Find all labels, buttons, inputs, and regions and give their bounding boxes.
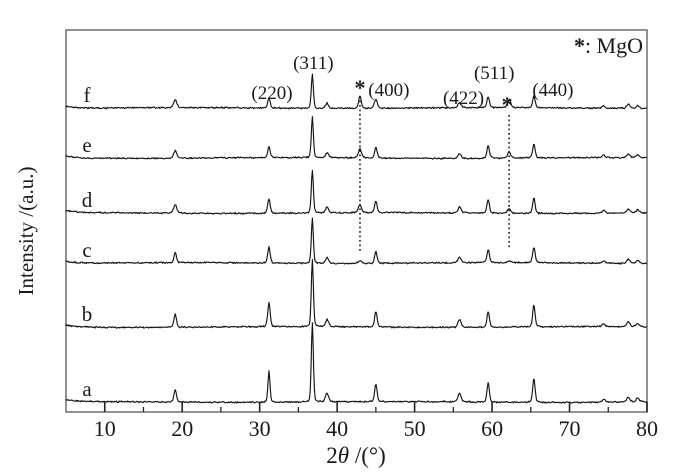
peak-labels: (220)(311)* (400) (422)(511)*(440): [251, 53, 573, 117]
x-axis-tick-labels: 10 20 30 40 50 60 70 80: [94, 416, 658, 441]
peak-label-311: (311): [293, 53, 333, 74]
x-tick-label-50: 50: [404, 416, 426, 441]
xrd-curve-f: [65, 73, 647, 110]
series-label-a: a: [82, 377, 92, 401]
plot-border: [65, 29, 648, 413]
x-tick-label-40: 40: [326, 416, 348, 441]
x-tick-label-70: 70: [559, 416, 581, 441]
mgo-asterisk-2: *: [502, 92, 513, 117]
xrd-curves: [65, 73, 647, 404]
xrd-curve-e: [65, 116, 647, 160]
series-label-d: d: [82, 188, 93, 212]
x-axis-ticks: [103, 402, 648, 412]
x-tick-label-30: 30: [249, 416, 271, 441]
series-letters: a b c d e f: [82, 83, 93, 401]
x-axis-title-suffix: /(°): [349, 443, 386, 468]
peak-label-440: (440): [532, 80, 573, 101]
x-tick-label-80: 80: [636, 416, 658, 441]
mgo-asterisk-1: *: [354, 75, 365, 100]
x-axis-title-prefix: 2: [326, 443, 338, 468]
xrd-curve-a: [65, 322, 647, 404]
series-label-c: c: [82, 238, 91, 262]
x-tick-label-60: 60: [481, 416, 503, 441]
x-axis-title-theta: θ: [338, 443, 349, 468]
legend-text: : MgO: [585, 33, 643, 58]
series-label-b: b: [82, 302, 93, 326]
peak-label-511: (511): [474, 63, 514, 84]
series-label-f: f: [84, 83, 91, 107]
x-tick-label-10: 10: [94, 416, 116, 441]
x-axis-title: 2θ /(°): [326, 443, 385, 468]
xrd-curve-d: [65, 169, 647, 215]
peak-label-422: (422): [443, 88, 484, 109]
xrd-curve-c: [65, 217, 647, 265]
legend-mgo: *: MgO: [574, 33, 643, 58]
series-label-e: e: [82, 133, 91, 157]
legend-asterisk-marker: *: [574, 33, 585, 58]
y-axis-title: Intensity /(a.u.): [14, 167, 38, 296]
x-tick-label-20: 20: [171, 416, 193, 441]
peak-label-400: (400): [368, 80, 409, 101]
xrd-curve-b: [65, 259, 647, 329]
peak-label-220: (220): [251, 83, 292, 104]
mgo-guide-lines: [359, 96, 510, 252]
